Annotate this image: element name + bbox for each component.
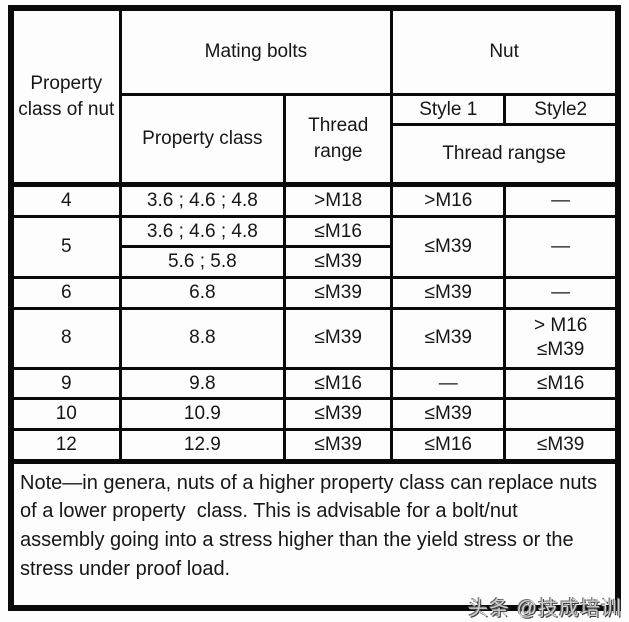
header-nut: Nut bbox=[390, 6, 620, 96]
table-row-note: Note—in genera, nuts of a higher propert… bbox=[9, 458, 620, 610]
nut-bolt-spec-table: Property class of nut Mating bolts Nut P… bbox=[8, 5, 621, 611]
cell-r9-style2: ≤M16 bbox=[503, 366, 620, 401]
cell-r6-thread: ≤M39 bbox=[283, 276, 394, 310]
cell-r5-style1: ≤M39 bbox=[390, 214, 507, 280]
cell-r9-thread: ≤M16 bbox=[283, 366, 394, 401]
header-style2: Style2 bbox=[503, 92, 620, 127]
cell-r6-style1: ≤M39 bbox=[390, 276, 507, 310]
cell-r8-style1: ≤M39 bbox=[390, 306, 507, 370]
cell-r5-thread-b: ≤M39 bbox=[283, 245, 394, 280]
watermark: 头条 @技成培训 bbox=[468, 598, 622, 620]
cell-r10-style1: ≤M39 bbox=[390, 397, 507, 431]
header-nut-thread-range: Thread rangse bbox=[390, 123, 620, 187]
cell-r9-style1: — bbox=[390, 366, 507, 401]
cell-r5-thread-a: ≤M16 bbox=[283, 214, 394, 249]
cell-r6-nut-class: 6 bbox=[9, 276, 122, 310]
header-style1: Style 1 bbox=[390, 92, 507, 127]
cell-r12-style1: ≤M16 bbox=[390, 428, 507, 463]
cell-r10-nut-class: 10 bbox=[9, 397, 122, 431]
cell-r10-bolt-class: 10.9 bbox=[118, 397, 287, 431]
cell-r12-nut-class: 12 bbox=[9, 428, 122, 463]
header-mating-bolts: Mating bolts bbox=[118, 6, 394, 96]
table-row-5a: 5 3.6 ; 4.6 ; 4.8 ≤M16 ≤M39 — bbox=[9, 214, 620, 280]
header-nut-property-class: Property class of nut bbox=[9, 6, 122, 187]
table-row-9: 9 9.8 ≤M16 — ≤M16 bbox=[9, 366, 620, 401]
cell-r9-nut-class: 9 bbox=[9, 366, 122, 401]
cell-r6-bolt-class: 6.8 bbox=[118, 276, 287, 310]
cell-r4-thread: >M18 bbox=[283, 182, 394, 218]
cell-r12-thread: ≤M39 bbox=[283, 428, 394, 463]
table-row-6: 6 6.8 ≤M39 ≤M39 — bbox=[9, 276, 620, 310]
cell-r4-nut-class: 4 bbox=[9, 182, 122, 218]
header-bolt-thread-range: Thread range bbox=[283, 92, 394, 187]
cell-r8-nut-class: 8 bbox=[9, 306, 122, 370]
table-row-8: 8 8.8 ≤M39 ≤M39 > M16 ≤M39 bbox=[9, 306, 620, 370]
cell-r9-bolt-class: 9.8 bbox=[118, 366, 287, 401]
cell-r5-nut-class: 5 bbox=[9, 214, 122, 280]
header-bolt-property-class: Property class bbox=[118, 92, 287, 187]
cell-r8-style2-line1: > M16 bbox=[534, 314, 588, 336]
cell-r8-thread: ≤M39 bbox=[283, 306, 394, 370]
table-row-5b: 5.6 ; 5.8 ≤M39 bbox=[11, 245, 618, 280]
cell-r8-bolt-class: 8.8 bbox=[118, 306, 287, 370]
cell-r10-style2 bbox=[503, 397, 620, 431]
cell-r12-bolt-class: 12.9 bbox=[118, 428, 287, 463]
table-row-10: 10 10.9 ≤M39 ≤M39 bbox=[9, 397, 620, 431]
cell-r4-bolt-class: 3.6 ; 4.6 ; 4.8 bbox=[118, 182, 287, 218]
cell-r5-style2: — bbox=[503, 214, 620, 280]
cell-r5-bolt-class-a: 3.6 ; 4.6 ; 4.8 bbox=[118, 214, 287, 249]
cell-r4-style1: >M16 bbox=[390, 182, 507, 218]
cell-r10-thread: ≤M39 bbox=[283, 397, 394, 431]
table-row-4: 4 3.6 ; 4.6 ; 4.8 >M18 >M16 — bbox=[9, 182, 620, 218]
cell-r8-style2: > M16 ≤M39 bbox=[503, 306, 620, 370]
cell-r12-style2: ≤M39 bbox=[503, 428, 620, 463]
cell-r6-style2: — bbox=[503, 276, 620, 310]
table-row-12: 12 12.9 ≤M39 ≤M16 ≤M39 bbox=[9, 428, 620, 463]
cell-r8-style2-line2: ≤M39 bbox=[536, 339, 585, 361]
cell-r4-style2: — bbox=[503, 182, 620, 218]
note-text: Note—in genera, nuts of a higher propert… bbox=[9, 458, 620, 610]
cell-r5-bolt-class-b: 5.6 ; 5.8 bbox=[118, 245, 287, 280]
